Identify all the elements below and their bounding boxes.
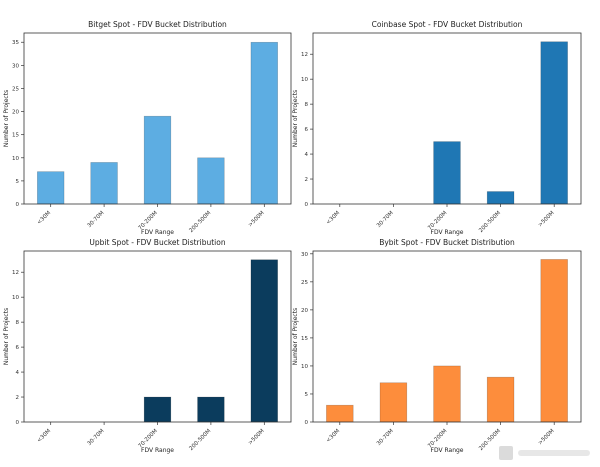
y-tick-label: 20 xyxy=(12,110,19,116)
x-axis-label: FDV Range xyxy=(431,229,464,236)
bar xyxy=(326,404,354,423)
bar xyxy=(379,382,408,423)
x-tick-label: 200-500M xyxy=(478,210,502,234)
bar xyxy=(540,259,568,423)
x-tick-label: <30M xyxy=(325,428,341,444)
y-tick-label: 15 xyxy=(12,133,19,139)
x-tick-label: 30-70M xyxy=(87,428,106,447)
y-tick-label: 12 xyxy=(12,270,19,276)
y-axis-label: Number of Projects xyxy=(3,90,10,147)
x-tick-label: >500M xyxy=(247,428,265,446)
bar xyxy=(90,162,118,205)
bar xyxy=(37,171,65,205)
chart-panel: Bitget Spot - FDV Bucket Distribution 0 5 1… xyxy=(3,20,292,236)
y-tick-label: 25 xyxy=(12,86,19,92)
chart-panel: Upbit Spot - FDV Bucket Distribution 0 2 4 6… xyxy=(3,238,292,454)
y-tick-label: 5 xyxy=(305,392,309,398)
chart-title: Bybit Spot - FDV Bucket Distribution xyxy=(379,238,515,247)
watermark-logo xyxy=(499,446,590,460)
y-tick-label: 0 xyxy=(16,420,20,426)
bar xyxy=(143,396,172,423)
y-tick-label: 2 xyxy=(305,177,309,183)
chart-title: Coinbase Spot - FDV Bucket Distribution xyxy=(372,20,523,29)
bar xyxy=(433,141,461,205)
bar xyxy=(540,41,568,205)
y-tick-label: 10 xyxy=(12,295,19,301)
y-tick-label: 0 xyxy=(305,202,309,208)
x-tick-label: 30-70M xyxy=(376,210,395,229)
y-tick-label: 10 xyxy=(12,156,19,162)
x-tick-label: <30M xyxy=(36,428,52,444)
x-axis-label: FDV Range xyxy=(141,447,174,454)
y-tick-label: 35 xyxy=(12,40,19,46)
bar xyxy=(486,191,515,205)
y-tick-label: 8 xyxy=(305,102,309,108)
y-tick-label: 0 xyxy=(305,420,309,426)
y-tick-label: 25 xyxy=(301,280,308,286)
chart-panel: Bybit Spot - FDV Bucket Distribution 0 5 10… xyxy=(292,238,582,454)
x-axis-label: FDV Range xyxy=(141,229,174,236)
bar xyxy=(486,376,515,423)
x-axis-label: FDV Range xyxy=(431,447,464,454)
y-axis-label: Number of Projects xyxy=(3,308,10,365)
y-axis-label: Number of Projects xyxy=(292,308,299,365)
y-tick-label: 2 xyxy=(16,395,20,401)
y-tick-label: 6 xyxy=(16,345,20,351)
y-tick-label: 12 xyxy=(301,52,308,58)
x-tick-label: >500M xyxy=(247,210,265,228)
y-tick-label: 4 xyxy=(16,370,20,376)
y-tick-label: 15 xyxy=(301,336,308,342)
bar xyxy=(143,115,172,205)
chart-title: Bitget Spot - FDV Bucket Distribution xyxy=(88,20,227,29)
y-tick-label: 8 xyxy=(16,320,20,326)
bar xyxy=(197,396,225,423)
y-tick-label: 5 xyxy=(16,179,20,185)
chart-title: Upbit Spot - FDV Bucket Distribution xyxy=(89,238,225,247)
y-tick-label: 30 xyxy=(301,252,308,258)
x-tick-label: 200-500M xyxy=(188,210,212,234)
bar xyxy=(197,157,225,205)
y-tick-label: 6 xyxy=(305,127,309,133)
bar xyxy=(433,365,461,423)
x-tick-label: >500M xyxy=(537,210,555,228)
y-tick-label: 10 xyxy=(301,77,308,83)
y-tick-label: 30 xyxy=(12,63,19,69)
x-tick-label: <30M xyxy=(36,210,52,226)
chart-panel: Coinbase Spot - FDV Bucket Distribution 0… xyxy=(292,20,582,236)
y-axis-label: Number of Projects xyxy=(292,90,299,147)
y-tick-label: 20 xyxy=(301,308,308,314)
bar xyxy=(250,259,278,423)
bar xyxy=(250,41,278,205)
x-tick-label: 30-70M xyxy=(376,428,395,447)
y-tick-label: 4 xyxy=(305,152,309,158)
x-tick-label: 200-500M xyxy=(188,428,212,452)
y-tick-label: 0 xyxy=(16,202,20,208)
x-tick-label: <30M xyxy=(325,210,341,226)
x-tick-label: 30-70M xyxy=(87,210,106,229)
y-tick-label: 10 xyxy=(301,364,308,370)
